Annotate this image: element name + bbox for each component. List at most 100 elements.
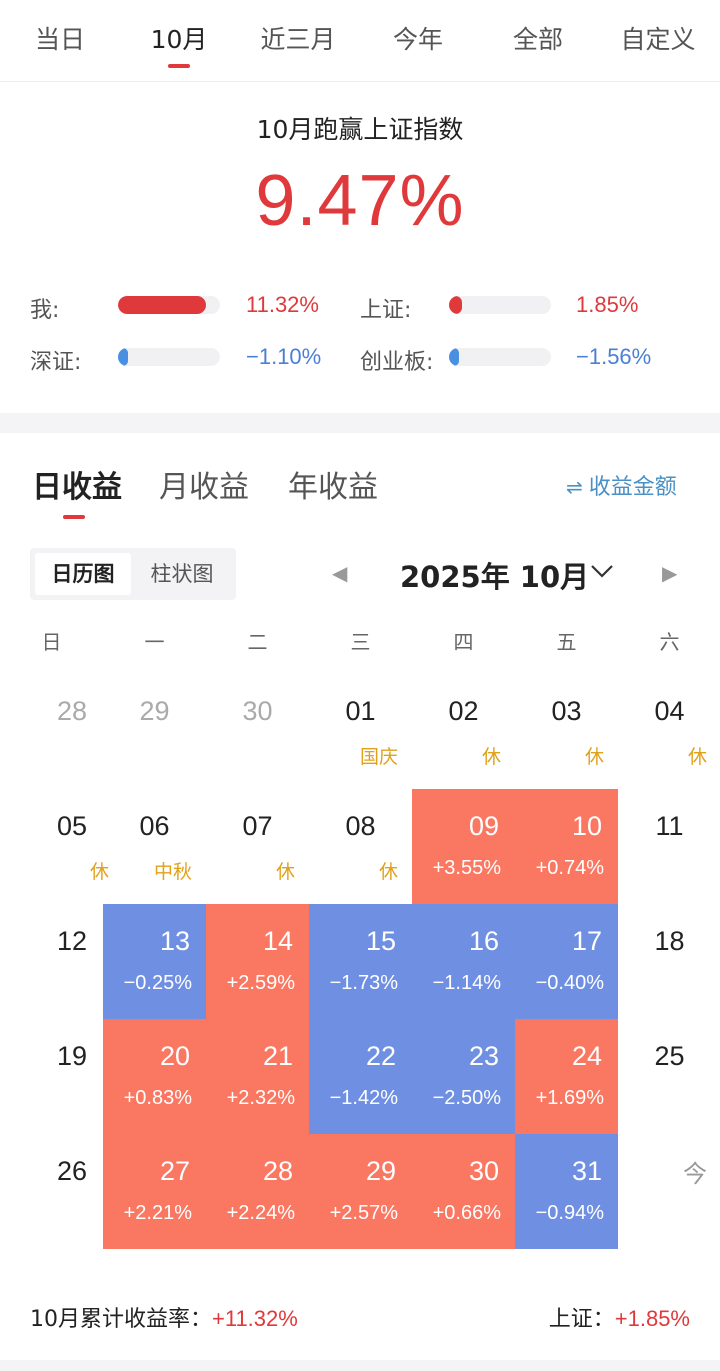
calendar-day-cell[interactable]: 11 bbox=[618, 789, 720, 904]
daily-return-value: +0.66% bbox=[432, 1202, 501, 1224]
day-number: 26 bbox=[56, 1156, 88, 1186]
compare-label-me: 我: bbox=[30, 298, 60, 323]
tab-label: 近三月 bbox=[260, 25, 336, 54]
day-number: 02 bbox=[448, 696, 479, 726]
daily-return-value: +3.55% bbox=[432, 857, 501, 879]
compare-bar-fill bbox=[449, 348, 460, 366]
calendar-day-cell[interactable]: 23 −2.50% bbox=[412, 1019, 515, 1134]
holiday-label: 国庆 bbox=[359, 746, 398, 768]
holiday-label: 休 bbox=[378, 861, 398, 883]
day-number: 18 bbox=[654, 926, 685, 956]
calendar-day-cell[interactable]: 24 +1.69% bbox=[515, 1019, 618, 1134]
bar-chart-view-button[interactable]: 柱状图 bbox=[150, 562, 214, 586]
daily-return-value: +2.24% bbox=[226, 1202, 295, 1224]
calendar-day-cell[interactable]: 06 中秋 bbox=[103, 789, 206, 904]
calendar-day-cell[interactable]: 16 −1.14% bbox=[412, 904, 515, 1019]
weekday-label: 一 bbox=[144, 630, 165, 654]
calendar-day-cell[interactable]: 18 bbox=[618, 904, 720, 1019]
calendar-day-cell[interactable]: 28 bbox=[20, 674, 123, 789]
calendar-today-cell[interactable]: 今 bbox=[618, 1134, 720, 1249]
calendar-day-cell[interactable]: 09 +3.55% bbox=[412, 789, 515, 904]
calendar-day-cell[interactable]: 25 bbox=[618, 1019, 720, 1134]
calendar-day-cell[interactable]: 04 休 bbox=[618, 674, 720, 789]
tab-daily-return[interactable]: 日收益 bbox=[32, 462, 122, 506]
calendar-day-cell[interactable]: 12 bbox=[20, 904, 123, 1019]
calendar-day-cell[interactable]: 15 −1.73% bbox=[309, 904, 412, 1019]
calendar-day-cell[interactable]: 31 −0.94% bbox=[515, 1134, 618, 1249]
index-return: 上证：+1.85% bbox=[549, 1301, 690, 1333]
day-number: 30 bbox=[468, 1156, 499, 1186]
tab-today[interactable]: 当日 bbox=[0, 20, 120, 56]
daily-return-value: +2.57% bbox=[329, 1202, 398, 1224]
tab-this-year[interactable]: 今年 bbox=[358, 20, 478, 56]
compare-label-chinext: 创业板: bbox=[360, 350, 434, 375]
calendar-day-cell[interactable]: 14 +2.59% bbox=[206, 904, 309, 1019]
toggle-amount-button[interactable]: ⇌ 收益金额 bbox=[566, 469, 677, 501]
day-number: 28 bbox=[56, 696, 88, 726]
weekday-label: 二 bbox=[247, 630, 268, 654]
chevron-down-icon[interactable] bbox=[588, 557, 616, 589]
calendar-day-cell[interactable]: 02 休 bbox=[412, 674, 515, 789]
calendar-day-cell[interactable]: 30 bbox=[206, 674, 309, 789]
tab-monthly-return[interactable]: 月收益 bbox=[159, 462, 249, 506]
index-return-value: +1.85% bbox=[614, 1306, 690, 1331]
tab-yearly-return[interactable]: 年收益 bbox=[288, 462, 378, 506]
calendar-day-cell[interactable]: 03 休 bbox=[515, 674, 618, 789]
day-number: 11 bbox=[655, 811, 684, 841]
day-number: 30 bbox=[242, 696, 273, 726]
day-number: 10 bbox=[571, 811, 602, 841]
compare-label-szse: 深证: bbox=[30, 350, 82, 375]
day-number: 09 bbox=[468, 811, 499, 841]
calendar-day-cell[interactable]: 08 休 bbox=[309, 789, 412, 904]
calendar-day-cell[interactable]: 05 休 bbox=[20, 789, 123, 904]
tab-label: 月收益 bbox=[159, 470, 249, 505]
daily-return-value: −1.14% bbox=[432, 972, 501, 994]
calendar-day-cell[interactable]: 30 +0.66% bbox=[412, 1134, 515, 1249]
holiday-label: 休 bbox=[481, 746, 501, 768]
compare-bar-szse bbox=[118, 348, 220, 366]
compare-value-chinext: −1.56% bbox=[576, 344, 652, 369]
daily-return-value: −1.42% bbox=[329, 1087, 398, 1109]
tab-october[interactable]: 10月 bbox=[119, 20, 239, 68]
calendar-day-cell[interactable]: 29 bbox=[103, 674, 206, 789]
tab-custom[interactable]: 自定义 bbox=[598, 20, 718, 56]
tab-three-months[interactable]: 近三月 bbox=[238, 20, 358, 56]
month-selector[interactable]: 2025年 10月 bbox=[400, 560, 590, 594]
view-switch: 日历图 柱状图 bbox=[30, 548, 236, 600]
holiday-label: 休 bbox=[89, 861, 109, 883]
day-number: 28 bbox=[262, 1156, 293, 1186]
calendar-day-cell[interactable]: 01 国庆 bbox=[309, 674, 412, 789]
calendar-view-button[interactable]: 日历图 bbox=[35, 553, 131, 595]
day-number: 03 bbox=[551, 696, 582, 726]
day-number: 20 bbox=[159, 1041, 190, 1071]
day-number: 23 bbox=[468, 1041, 499, 1071]
calendar-day-cell[interactable]: 26 bbox=[20, 1134, 123, 1249]
prev-month-icon[interactable]: ◀ bbox=[332, 561, 348, 585]
today-marker: 今 bbox=[683, 1160, 707, 1188]
calendar-day-cell[interactable]: 13 −0.25% bbox=[103, 904, 206, 1019]
day-number: 16 bbox=[468, 926, 499, 956]
next-month-icon[interactable]: ▶ bbox=[662, 561, 678, 585]
compare-bar-sse bbox=[449, 296, 551, 314]
tab-all[interactable]: 全部 bbox=[478, 20, 598, 56]
calendar-day-cell[interactable]: 20 +0.83% bbox=[103, 1019, 206, 1134]
calendar-day-cell[interactable]: 22 −1.42% bbox=[309, 1019, 412, 1134]
calendar-day-cell[interactable]: 19 bbox=[20, 1019, 123, 1134]
tab-label: 全部 bbox=[512, 25, 563, 54]
swap-icon: ⇌ bbox=[566, 475, 583, 499]
cumulative-return: 10月累计收益率：+11.32% bbox=[30, 1301, 298, 1333]
calendar-day-cell[interactable]: 27 +2.21% bbox=[103, 1134, 206, 1249]
weekday-label: 五 bbox=[556, 630, 577, 654]
calendar-day-cell[interactable]: 29 +2.57% bbox=[309, 1134, 412, 1249]
daily-return-value: +1.69% bbox=[535, 1087, 604, 1109]
calendar-day-cell[interactable]: 21 +2.32% bbox=[206, 1019, 309, 1134]
day-number: 08 bbox=[345, 811, 376, 841]
calendar-day-cell[interactable]: 07 休 bbox=[206, 789, 309, 904]
compare-label-sse: 上证: bbox=[360, 298, 412, 323]
daily-return-value: −2.50% bbox=[432, 1087, 501, 1109]
calendar-day-cell[interactable]: 10 +0.74% bbox=[515, 789, 618, 904]
weekday-label: 三 bbox=[350, 630, 371, 654]
calendar-day-cell[interactable]: 28 +2.24% bbox=[206, 1134, 309, 1249]
daily-return-value: +2.59% bbox=[226, 972, 295, 994]
calendar-day-cell[interactable]: 17 −0.40% bbox=[515, 904, 618, 1019]
